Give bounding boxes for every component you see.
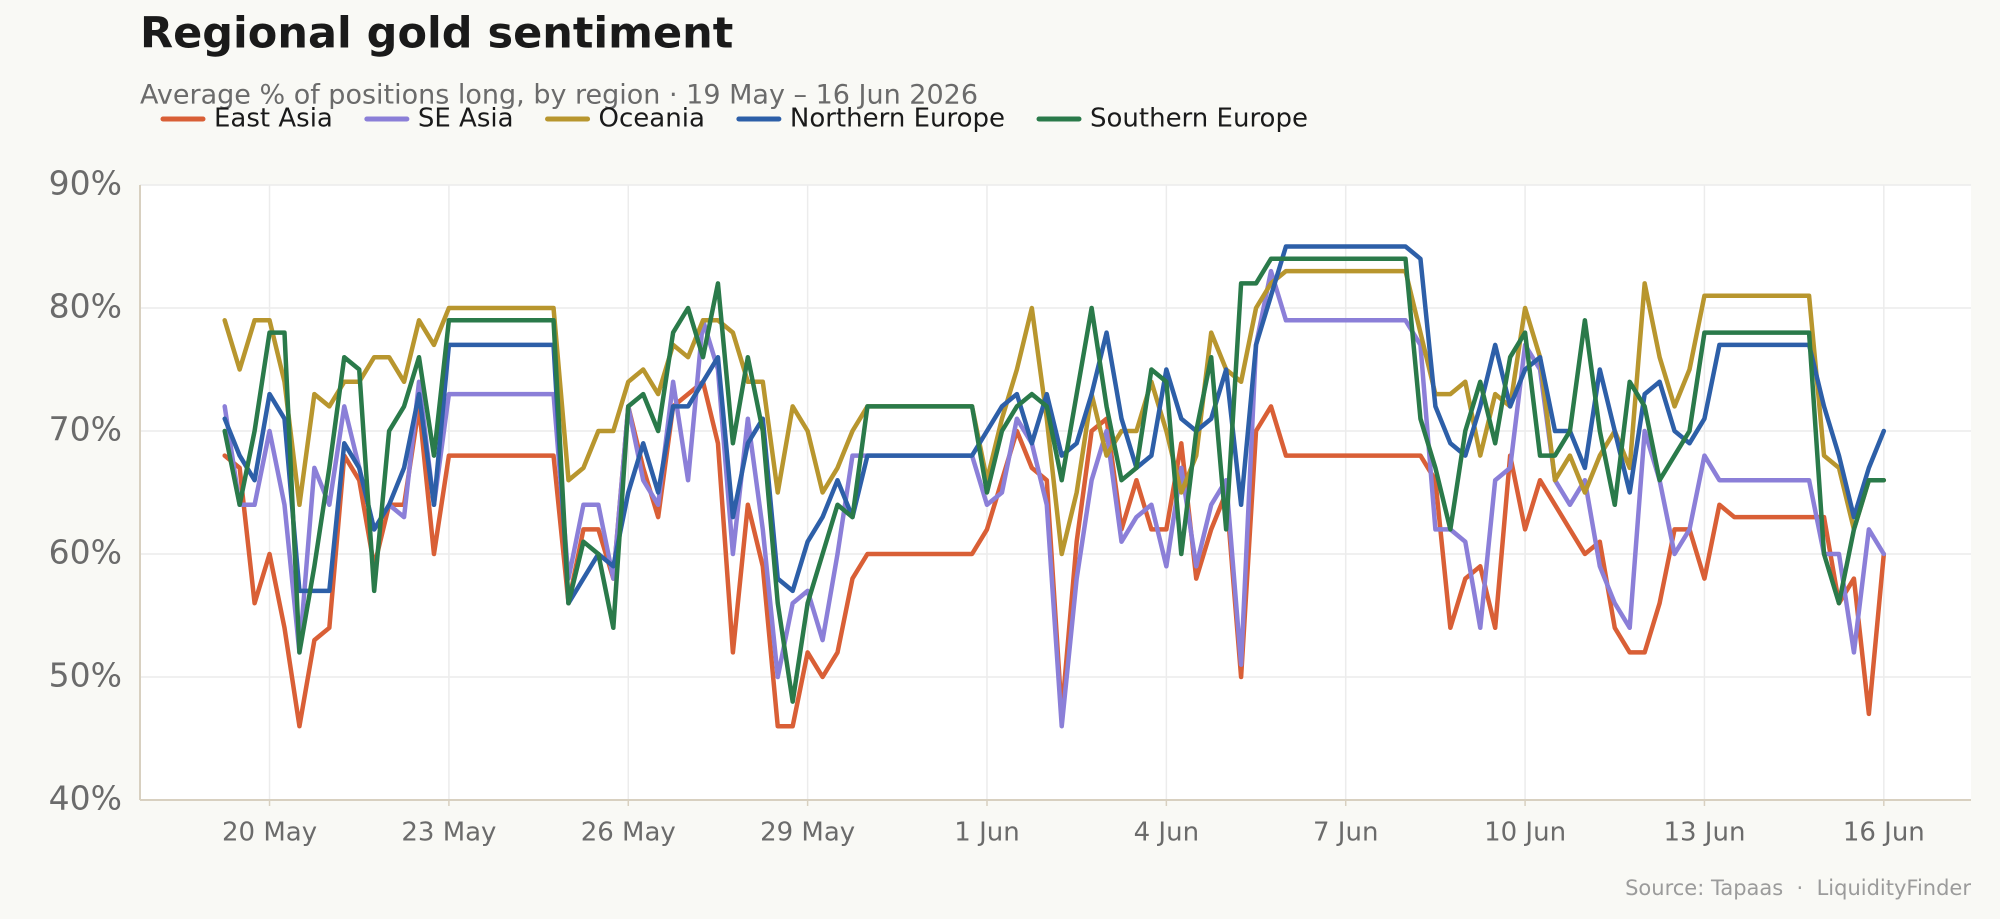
series-line xyxy=(222,244,1887,606)
x-tick-label: 16 Jun xyxy=(1843,818,1925,848)
x-tick-label: 1 Jun xyxy=(954,818,1019,848)
legend-label: SE Asia xyxy=(418,104,514,134)
x-tick-label: 23 May xyxy=(401,818,496,848)
y-tick-label: 70% xyxy=(49,410,122,449)
x-tick-label: 26 May xyxy=(581,818,676,848)
legend-label: Southern Europe xyxy=(1090,104,1308,134)
chart-subtitle: Average % of positions long, by region ·… xyxy=(140,80,978,111)
series-line xyxy=(222,268,1887,729)
y-tick-label: 50% xyxy=(49,656,122,695)
x-tick-label: 29 May xyxy=(760,818,855,848)
legend-label: Northern Europe xyxy=(790,104,1005,134)
legend-label: East Asia xyxy=(214,104,333,134)
x-tick-label: 10 Jun xyxy=(1484,818,1566,848)
x-tick-label: 13 Jun xyxy=(1663,818,1745,848)
x-tick-label: 7 Jun xyxy=(1313,818,1378,848)
x-tick-label: 4 Jun xyxy=(1134,818,1199,848)
chart-title: Regional gold sentiment xyxy=(140,9,733,59)
y-tick-label: 90% xyxy=(49,164,122,203)
source-note: Source: Tapaas · LiquidityFinder xyxy=(1625,876,1971,900)
y-tick-label: 80% xyxy=(49,287,122,326)
x-tick-label: 20 May xyxy=(222,818,317,848)
legend-label: Oceania xyxy=(599,104,705,134)
legend: East Asia SE Asia Oceania Northern Europe So… xyxy=(160,104,1308,134)
series-line xyxy=(222,268,1887,557)
y-tick-label: 40% xyxy=(49,779,122,818)
y-tick-label: 60% xyxy=(49,533,122,572)
series-line xyxy=(222,256,1887,704)
grid xyxy=(140,184,1971,801)
